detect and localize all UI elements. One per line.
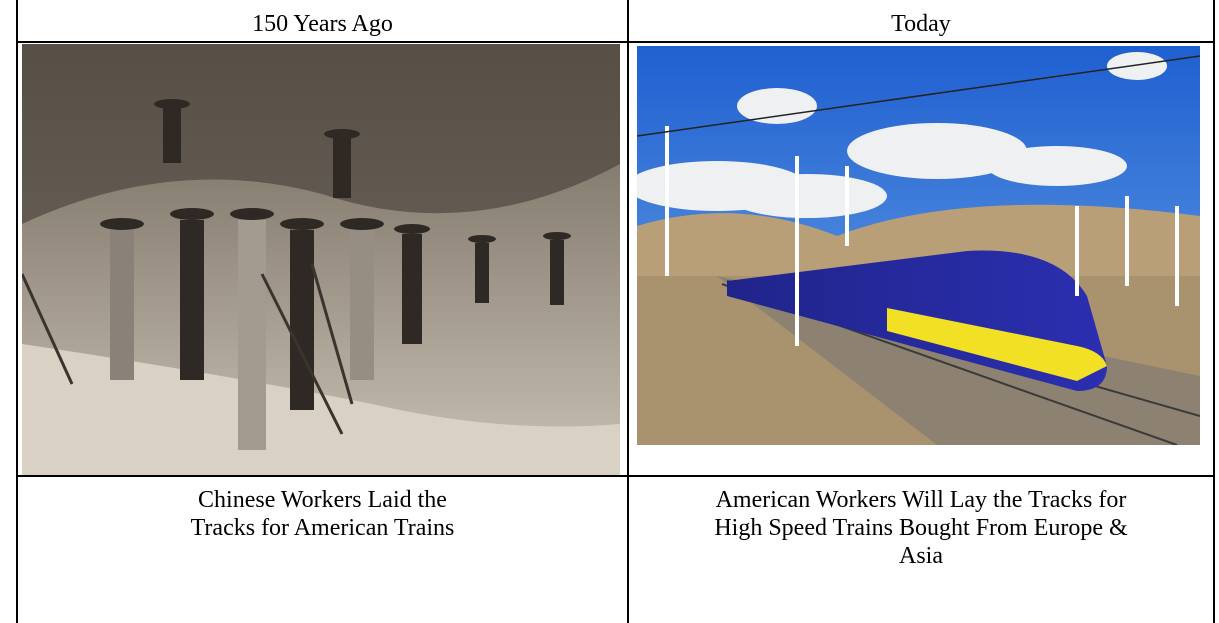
header-cell: Today (629, 10, 1213, 38)
historic-photo (22, 44, 620, 475)
table: 150 Years Ago Today (0, 0, 1219, 623)
table-border (1213, 0, 1215, 623)
header-cell: 150 Years Ago (18, 10, 627, 38)
caption-line: High Speed Trains Bought From Europe & (629, 514, 1213, 542)
caption-line: Tracks for American Trains (18, 514, 627, 542)
modern-photo (637, 46, 1200, 445)
page: 150 Years Ago Today (0, 0, 1219, 623)
caption-line: Asia (629, 542, 1213, 570)
caption-line: Chinese Workers Laid the (18, 486, 627, 514)
caption-line: American Workers Will Lay the Tracks for (629, 486, 1213, 514)
table-border (17, 41, 1215, 43)
table-border (17, 475, 1215, 477)
caption-cell: American Workers Will Lay the Tracks for… (629, 486, 1213, 570)
